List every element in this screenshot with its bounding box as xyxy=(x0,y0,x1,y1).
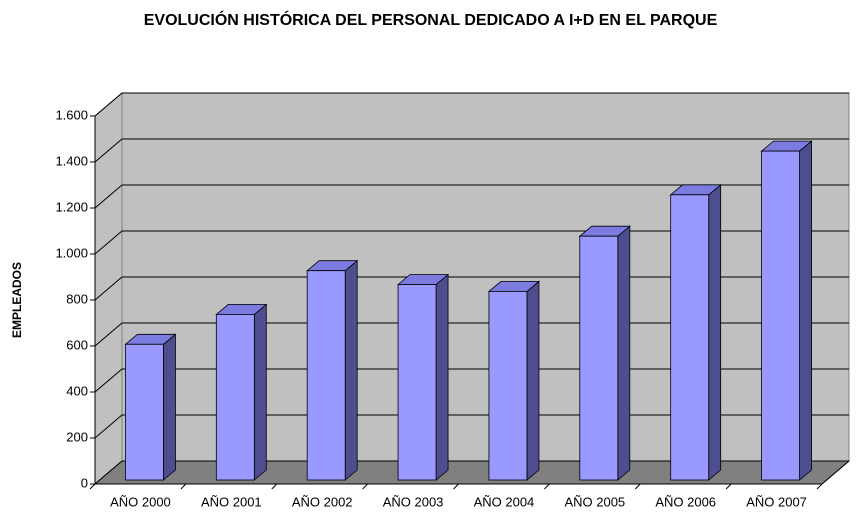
bar xyxy=(761,150,800,481)
bar-side xyxy=(163,333,176,481)
x-tick-label: AÑO 2004 xyxy=(474,494,535,509)
grid-line xyxy=(94,184,849,209)
y-tick-label: 400 xyxy=(66,383,88,398)
grid-line xyxy=(94,138,849,163)
bar xyxy=(215,313,255,481)
bar xyxy=(670,194,710,481)
x-tick-label: AÑO 2003 xyxy=(383,494,444,509)
bar xyxy=(579,235,619,481)
x-tick xyxy=(89,483,96,490)
bar xyxy=(397,284,437,481)
y-tick-label: 1.000 xyxy=(55,245,88,260)
x-tick-label: AÑO 2006 xyxy=(655,494,716,509)
x-tick xyxy=(725,483,732,490)
y-tick-label: 0 xyxy=(81,475,88,490)
y-tick-label: 200 xyxy=(66,429,88,444)
y-tick-label: 800 xyxy=(66,291,88,306)
x-tick-label: AÑO 2002 xyxy=(292,494,353,509)
bar-side xyxy=(617,225,631,481)
x-tick-label: AÑO 2001 xyxy=(201,494,262,509)
x-tick xyxy=(271,483,278,490)
x-tick xyxy=(816,483,823,490)
bar-side xyxy=(435,273,449,481)
bar-side xyxy=(253,303,267,481)
x-tick-label: AÑO 2005 xyxy=(564,494,625,509)
bar-side xyxy=(799,140,812,481)
bar-side xyxy=(526,280,540,481)
x-tick xyxy=(453,483,459,490)
title-box: EVOLUCIÓN HISTÓRICA DEL PERSONAL DEDICAD… xyxy=(0,10,861,32)
bar-side xyxy=(708,183,722,481)
grid-line xyxy=(94,92,849,117)
bar xyxy=(488,290,528,481)
y-tick-label: 1.200 xyxy=(55,199,88,214)
x-tick-label: AÑO 2007 xyxy=(746,494,807,509)
y-tick-label: 1.600 xyxy=(55,107,88,122)
bar-side xyxy=(344,259,358,481)
y-axis-label: EMPLEADOS xyxy=(10,262,24,338)
floor xyxy=(93,460,851,485)
bar xyxy=(306,270,346,481)
y-tick-label: 1.400 xyxy=(55,153,88,168)
x-axis-depth xyxy=(821,460,850,485)
x-tick xyxy=(362,483,368,490)
y-tick-label: 600 xyxy=(66,337,88,352)
x-tick xyxy=(180,483,187,490)
x-tick xyxy=(544,483,550,490)
chart-title: EVOLUCIÓN HISTÓRICA DEL PERSONAL DEDICAD… xyxy=(143,12,718,29)
bar xyxy=(125,343,164,481)
x-tick xyxy=(634,483,641,490)
x-tick-label: AÑO 2000 xyxy=(110,494,171,509)
